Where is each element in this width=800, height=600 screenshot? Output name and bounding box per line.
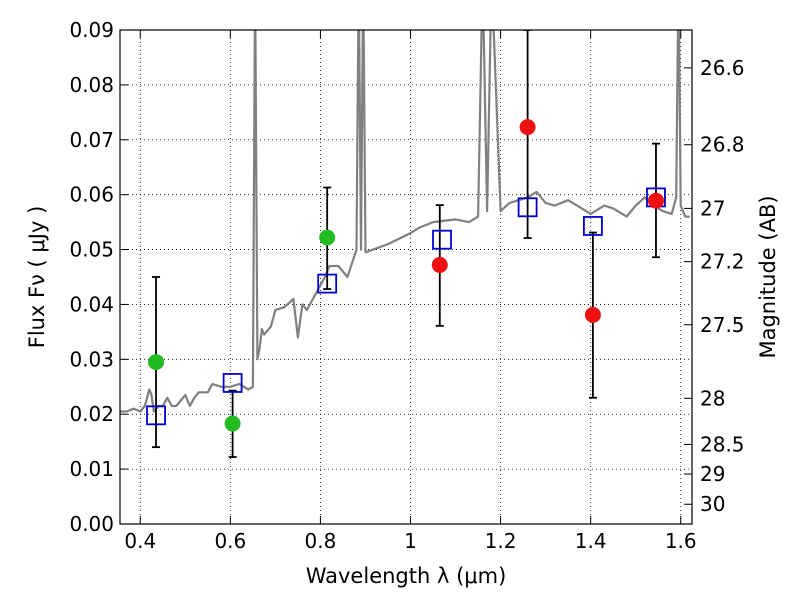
magnitude-tick-label: 27	[700, 196, 725, 220]
y-axis-label: Flux Fν ( μJy )	[25, 206, 49, 349]
y-tick-label: 0.05	[69, 238, 114, 262]
observed-photometry-point	[320, 230, 335, 245]
y-tick-label: 0.06	[69, 183, 114, 207]
x-tick-label: 0.6	[214, 529, 246, 553]
observed-photometry-point	[520, 120, 535, 135]
x-tick-label: 1.6	[665, 529, 697, 553]
sed-chart: 0.4 0.6 0.8 1 1.2 1.4 1.6 0.00 0.01 0.02 0.03 0.04…	[0, 0, 800, 600]
observed-photometry-point	[648, 193, 663, 208]
y-tick-label: 0.03	[69, 347, 114, 371]
magnitude-tick-label: 26.6	[700, 56, 745, 80]
observed-photometry-point	[585, 307, 600, 322]
x-tick-label: 1	[404, 529, 417, 553]
x-tick-label: 0.8	[305, 529, 337, 553]
magnitude-tick-label: 30	[700, 492, 725, 516]
y-axis-ticks: 0.00 0.01 0.02 0.03 0.04 0.05 0.06 0.07 0.08 0.09	[69, 18, 128, 536]
magnitude-axis-ticks: 26.6 26.8 27 27.2 27.5 28 28.5 29 30	[684, 56, 745, 516]
magnitude-tick-label: 27.2	[700, 250, 745, 274]
y-tick-label: 0.00	[69, 512, 114, 536]
y-tick-label: 0.08	[69, 73, 114, 97]
magnitude-tick-label: 28	[700, 386, 725, 410]
x-tick-label: 0.4	[124, 529, 156, 553]
observed-photometry-point	[149, 355, 164, 370]
observed-photometry-point	[432, 257, 447, 272]
magnitude-tick-label: 29	[700, 462, 725, 486]
y-tick-label: 0.09	[69, 18, 114, 42]
plot-area	[120, 30, 692, 524]
magnitude-tick-label: 26.8	[700, 133, 745, 157]
observed-photometry-point	[225, 416, 240, 431]
magnitude-tick-label: 28.5	[700, 432, 745, 456]
x-tick-label: 1.2	[485, 529, 517, 553]
y-tick-label: 0.02	[69, 402, 114, 426]
y-tick-label: 0.07	[69, 128, 114, 152]
x-tick-label: 1.4	[575, 529, 607, 553]
y-tick-label: 0.01	[69, 457, 114, 481]
y-tick-label: 0.04	[69, 292, 114, 316]
magnitude-axis-label: Magnitude (AB)	[756, 195, 780, 358]
magnitude-tick-label: 27.5	[700, 313, 745, 337]
x-axis-label: Wavelength λ (μm)	[306, 564, 507, 588]
